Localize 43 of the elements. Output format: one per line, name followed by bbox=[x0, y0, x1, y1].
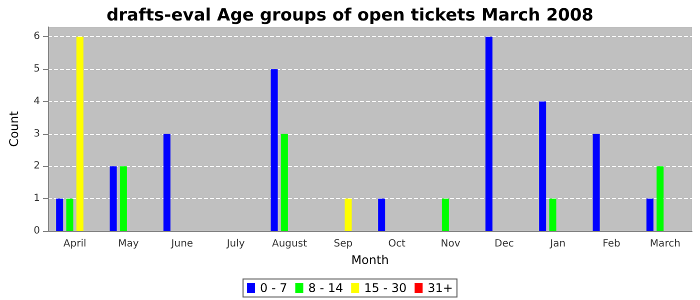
x-tick-label: August bbox=[272, 238, 308, 250]
bar bbox=[592, 134, 600, 231]
chart-title: drafts-eval Age groups of open tickets March 2008 bbox=[106, 6, 594, 26]
y-axis-title: Count bbox=[7, 110, 21, 147]
x-tick-label: Dec bbox=[494, 238, 514, 250]
x-tick-label: June bbox=[170, 238, 194, 250]
legend-label: 15 - 30 bbox=[364, 281, 407, 295]
bar bbox=[270, 69, 278, 231]
bar bbox=[76, 36, 84, 231]
bar bbox=[442, 198, 449, 231]
bar bbox=[656, 166, 664, 231]
bar bbox=[539, 101, 546, 231]
bar bbox=[56, 198, 64, 231]
bar bbox=[646, 198, 654, 231]
y-tick-label: 2 bbox=[34, 160, 40, 172]
bar bbox=[110, 166, 117, 231]
legend-label: 0 - 7 bbox=[260, 281, 288, 295]
bar bbox=[378, 198, 386, 231]
x-tick-label: Nov bbox=[440, 238, 460, 250]
bar bbox=[66, 198, 74, 231]
bar bbox=[280, 134, 288, 231]
x-tick-label: March bbox=[650, 238, 680, 250]
bar bbox=[485, 36, 492, 231]
y-tick-label: 5 bbox=[34, 64, 40, 75]
x-tick-label: April bbox=[63, 238, 86, 250]
legend-label: 31+ bbox=[428, 281, 453, 295]
x-tick-label: May bbox=[118, 238, 139, 250]
x-tick-label: Oct bbox=[388, 238, 406, 250]
x-tick-label: Feb bbox=[602, 238, 620, 250]
x-tick-label: Jan bbox=[549, 238, 566, 250]
bar bbox=[163, 134, 170, 231]
bar bbox=[344, 198, 352, 231]
x-axis-title: Month bbox=[351, 252, 389, 267]
y-tick-label: 0 bbox=[34, 226, 40, 236]
legend-label: 8 - 14 bbox=[308, 281, 344, 295]
bar bbox=[120, 166, 127, 231]
x-tick-label: July bbox=[226, 238, 245, 250]
x-tick-label: Sep bbox=[334, 238, 353, 250]
y-tick-label: 4 bbox=[34, 96, 40, 107]
bar bbox=[549, 198, 556, 231]
y-tick-label: 6 bbox=[34, 31, 40, 42]
y-tick-label: 3 bbox=[34, 128, 40, 140]
y-tick-label: 1 bbox=[34, 193, 40, 204]
